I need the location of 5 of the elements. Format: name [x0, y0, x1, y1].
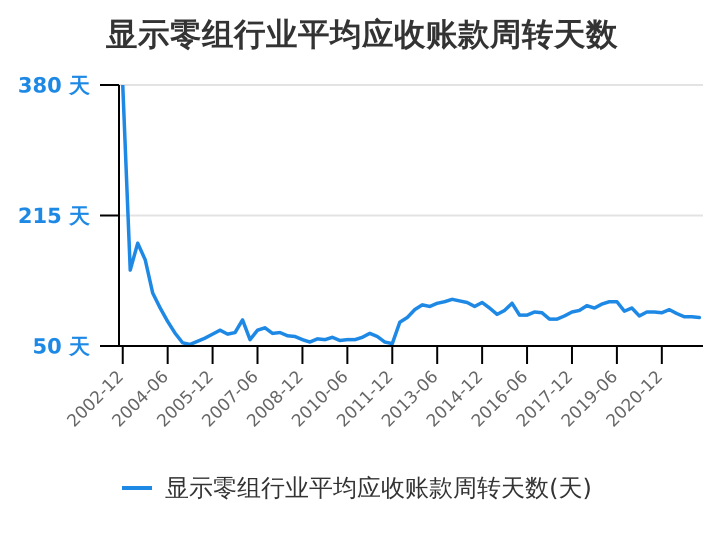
legend-label: 显示零组行业平均应收账款周转天数(天)	[165, 473, 592, 504]
chart-title: 显示零组行业平均应收账款周转天数	[105, 16, 619, 55]
y-tick-label: 50 天	[32, 334, 90, 358]
y-tick-label: 215 天	[18, 204, 90, 228]
y-tick-label: 380 天	[18, 73, 90, 98]
